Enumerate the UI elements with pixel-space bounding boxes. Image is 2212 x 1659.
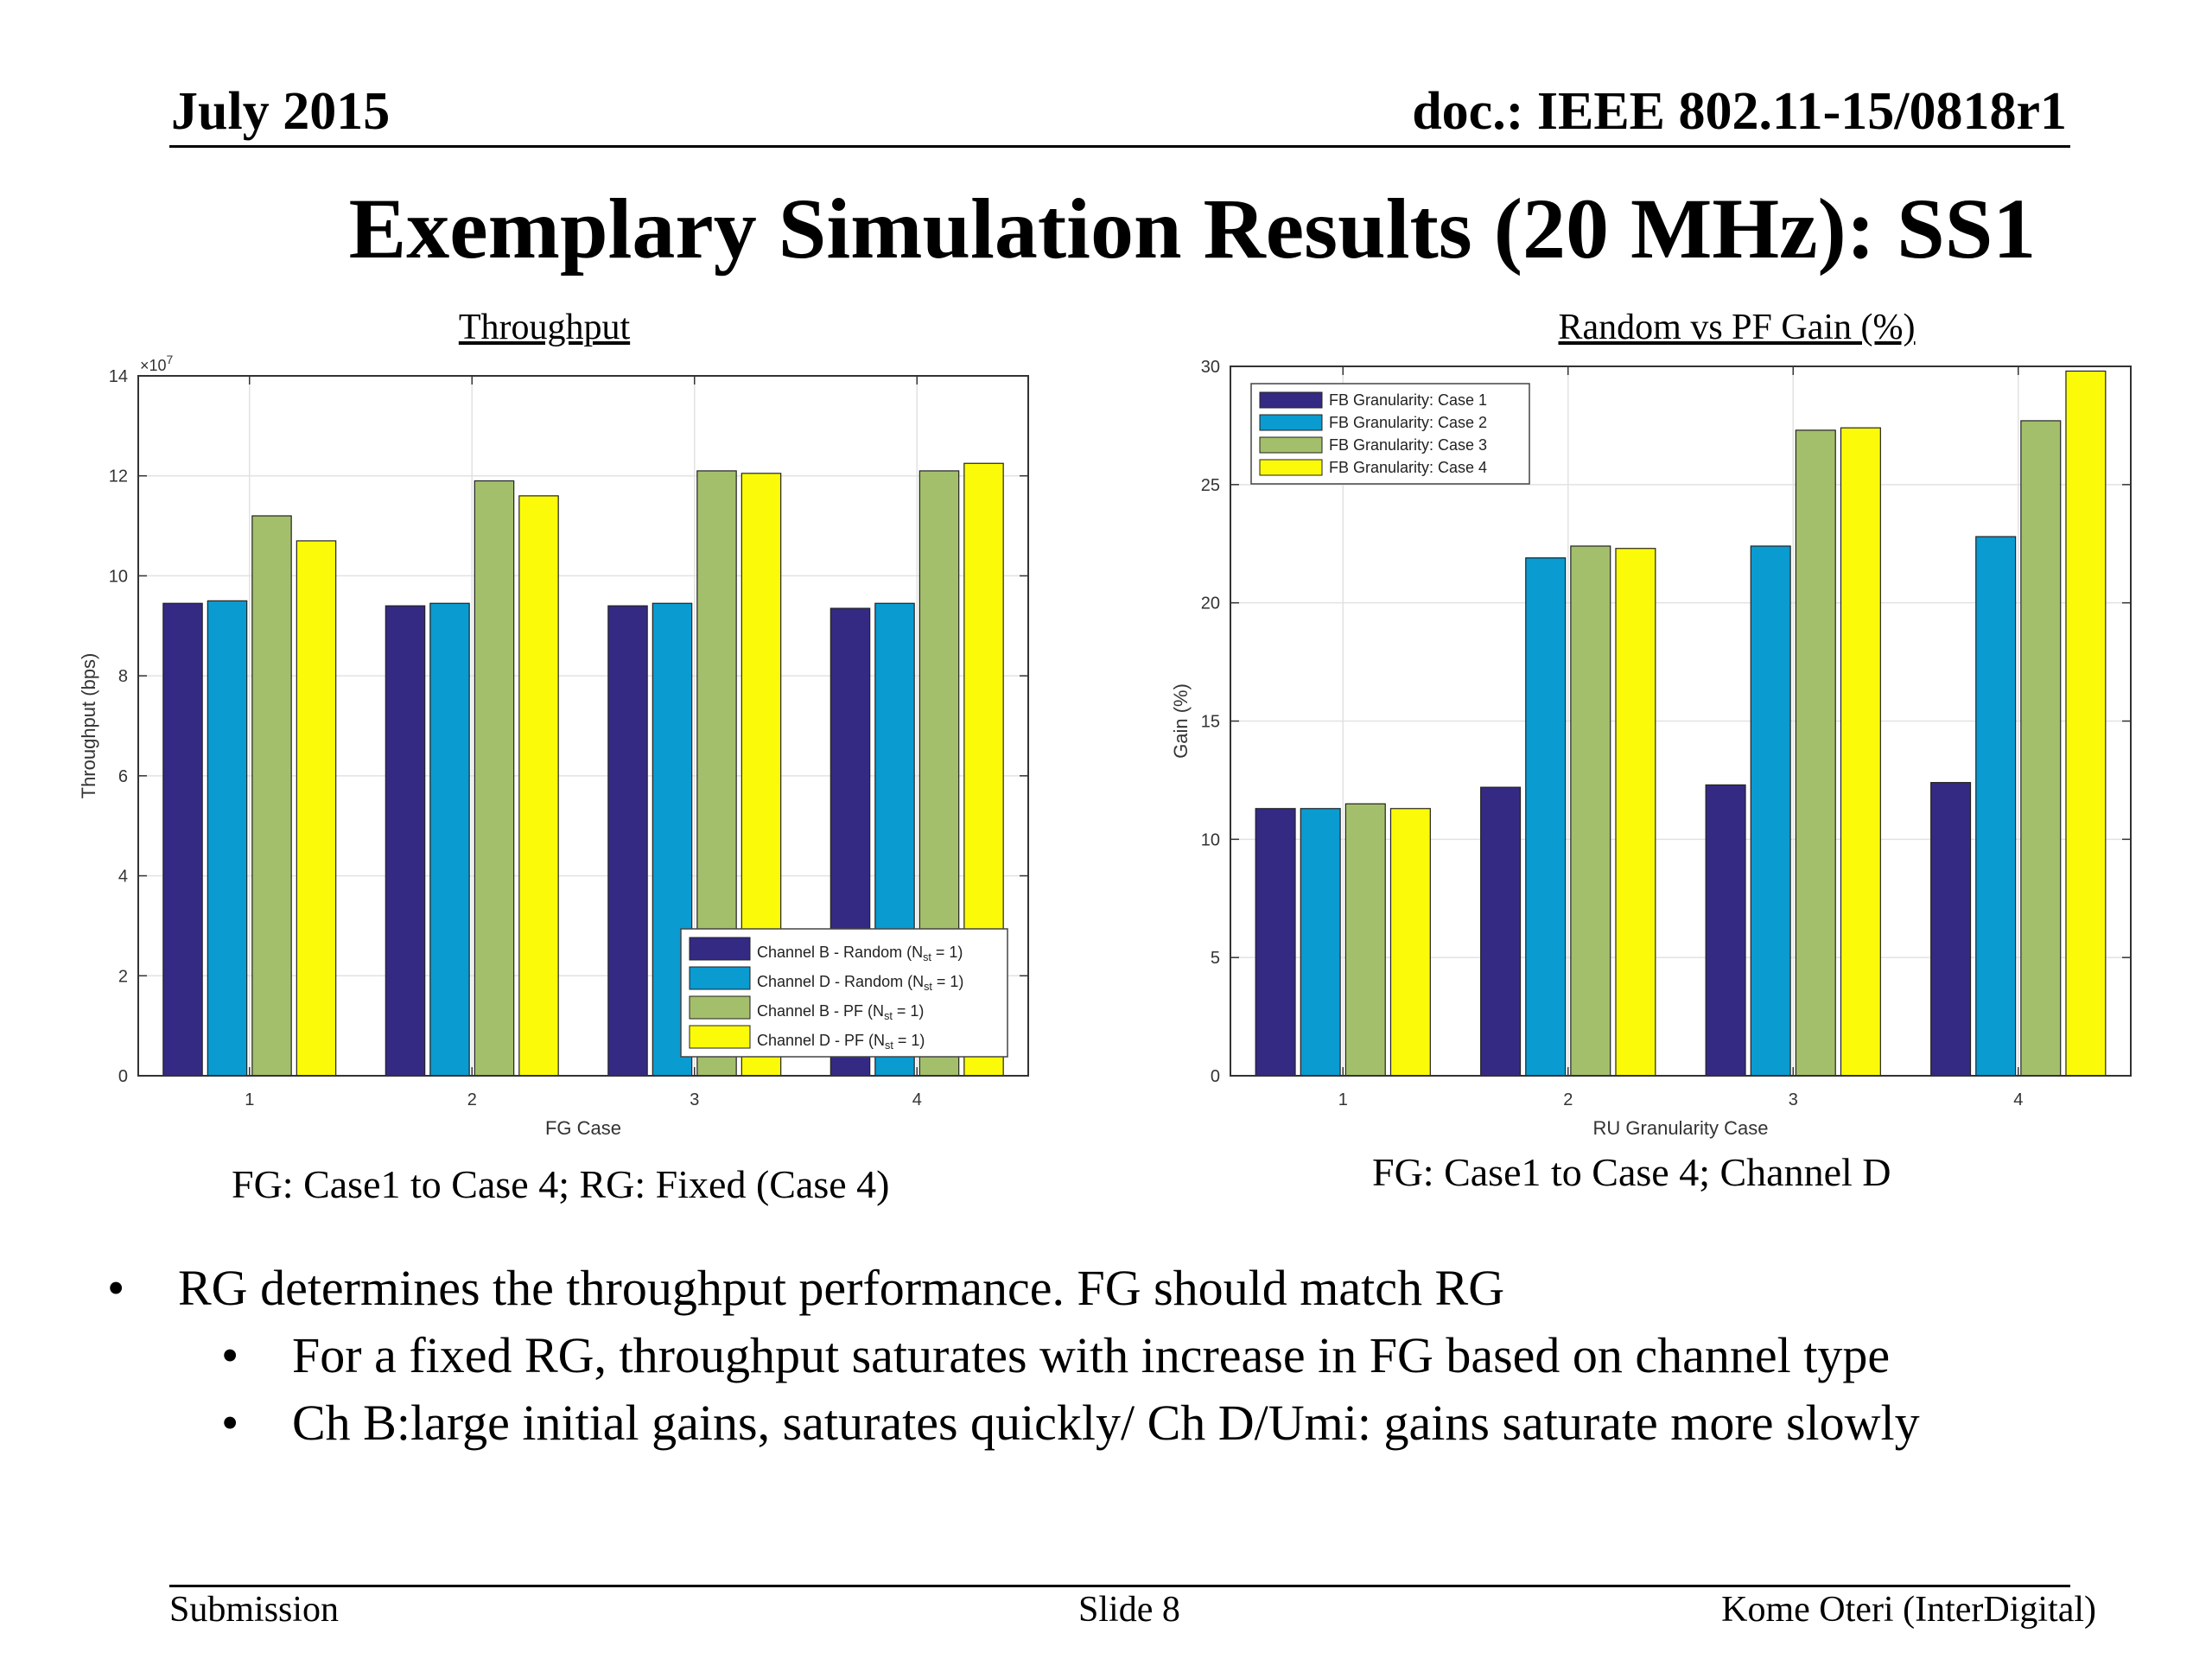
bar bbox=[385, 605, 426, 1077]
y-axis-exponent: ×107 bbox=[140, 353, 174, 374]
x-tick-label: 3 bbox=[1789, 1090, 1798, 1109]
bar bbox=[518, 495, 559, 1077]
y-axis-label: Gain (%) bbox=[1170, 683, 1192, 759]
legend-swatch bbox=[1259, 414, 1323, 431]
gain-chart: 0 5 10 15 20 25 30 1 2 3 4 RU Granularity Case Gain … bbox=[1170, 358, 2132, 1139]
y-tick-label: 30 bbox=[1201, 358, 1220, 377]
legend-swatch bbox=[689, 1025, 751, 1049]
x-axis-label: FG Case bbox=[545, 1117, 621, 1139]
x-tick-label: 2 bbox=[1563, 1090, 1573, 1109]
y-tick-label: 20 bbox=[1201, 594, 1220, 613]
header-rule bbox=[169, 145, 2070, 148]
right-chart-caption: FG: Case1 to Case 4; Channel D bbox=[1372, 1150, 1891, 1194]
y-tick-label: 12 bbox=[109, 467, 128, 486]
bar bbox=[607, 605, 648, 1077]
legend: FB Granularity: Case 1 FB Granularity: Ca… bbox=[1250, 383, 1530, 485]
legend-label: FB Granularity: Case 4 bbox=[1329, 459, 1487, 476]
footer-rule bbox=[169, 1585, 2070, 1587]
legend-label: Channel D - Random (Nst = 1) bbox=[757, 973, 963, 993]
bar bbox=[1300, 808, 1341, 1077]
bar bbox=[1930, 782, 1972, 1077]
legend-label: Channel B - PF (Nst = 1) bbox=[757, 1002, 924, 1022]
bullet-3: Ch B:large initial gains, saturates quic… bbox=[292, 1395, 1920, 1451]
footer-author: Kome Oteri (InterDigital) bbox=[1721, 1590, 2096, 1630]
legend-label: FB Granularity: Case 3 bbox=[1329, 436, 1487, 454]
x-tick-label: 2 bbox=[467, 1090, 477, 1109]
bar bbox=[1615, 548, 1656, 1077]
y-tick-label: 10 bbox=[1201, 830, 1220, 849]
plot-area-frame bbox=[1230, 365, 2132, 1077]
bar bbox=[429, 602, 470, 1077]
bar bbox=[474, 480, 515, 1077]
y-tick-label: 25 bbox=[1201, 476, 1220, 495]
legend-label: Channel D - PF (Nst = 1) bbox=[757, 1032, 925, 1052]
bullet-1: RG determines the throughput performance… bbox=[178, 1260, 1505, 1316]
bar bbox=[2065, 370, 2107, 1077]
bar bbox=[1344, 803, 1386, 1077]
y-tick-label: 5 bbox=[1211, 949, 1220, 968]
plot-area-frame bbox=[137, 375, 1029, 1077]
bar bbox=[296, 540, 337, 1077]
left-chart-caption: FG: Case1 to Case 4; RG: Fixed (Case 4) bbox=[232, 1162, 890, 1206]
legend-label: FB Granularity: Case 1 bbox=[1329, 391, 1487, 409]
y-tick-label: 14 bbox=[109, 367, 128, 386]
footer-submission: Submission bbox=[169, 1590, 340, 1630]
bullet-marker: • bbox=[221, 1327, 239, 1383]
legend-swatch bbox=[1259, 436, 1323, 454]
bullet-2: For a fixed RG, throughput saturates wit… bbox=[292, 1327, 1891, 1383]
legend-label: FB Granularity: Case 2 bbox=[1329, 414, 1487, 431]
y-tick-label: 4 bbox=[118, 868, 128, 887]
bar bbox=[162, 602, 203, 1077]
footer-slide-number: Slide 8 bbox=[1078, 1590, 1180, 1630]
y-tick-label: 8 bbox=[118, 667, 128, 686]
legend-swatch bbox=[1259, 459, 1323, 476]
x-tick-label: 1 bbox=[245, 1090, 254, 1109]
y-tick-label: 6 bbox=[118, 767, 128, 786]
bar bbox=[251, 515, 292, 1077]
bar bbox=[1840, 427, 1881, 1077]
bar bbox=[1705, 784, 1746, 1077]
y-tick-label: 15 bbox=[1201, 713, 1220, 732]
x-tick-label: 4 bbox=[912, 1090, 922, 1109]
y-tick-label: 2 bbox=[118, 967, 128, 986]
y-tick-label: 10 bbox=[109, 567, 128, 586]
bar bbox=[1255, 808, 1296, 1077]
y-tick-label: 0 bbox=[118, 1067, 128, 1086]
y-axis-label: Throughput (bps) bbox=[78, 653, 99, 799]
bullet-marker: • bbox=[221, 1395, 239, 1451]
bar bbox=[207, 600, 248, 1077]
bullet-marker: • bbox=[107, 1260, 125, 1316]
x-tick-label: 1 bbox=[1338, 1090, 1348, 1109]
y-tick-label: 0 bbox=[1211, 1067, 1220, 1086]
legend: Channel B - Random (Nst = 1) Channel D - … bbox=[680, 928, 1008, 1058]
slide-title: Exemplary Simulation Results (20 MHz): S… bbox=[348, 181, 2037, 276]
bar bbox=[1525, 557, 1567, 1077]
bar bbox=[1975, 536, 2017, 1077]
bar bbox=[1795, 429, 1836, 1077]
left-chart-heading: Throughput bbox=[458, 308, 631, 347]
bar bbox=[1480, 786, 1522, 1077]
legend-swatch bbox=[1259, 391, 1323, 409]
header-doc-id: doc.: IEEE 802.11-15/0818r1 bbox=[1412, 82, 2067, 141]
bar bbox=[1389, 808, 1431, 1077]
legend-swatch bbox=[689, 966, 751, 990]
bar bbox=[1750, 545, 1791, 1077]
x-tick-label: 3 bbox=[690, 1090, 699, 1109]
header-date: July 2015 bbox=[171, 82, 391, 141]
right-chart-heading: Random vs PF Gain (%) bbox=[1558, 308, 1916, 347]
x-axis-label: RU Granularity Case bbox=[1593, 1117, 1769, 1139]
bar bbox=[2020, 420, 2062, 1077]
legend-label: Channel B - Random (Nst = 1) bbox=[757, 944, 963, 963]
bar bbox=[1570, 545, 1611, 1077]
legend-swatch bbox=[689, 995, 751, 1020]
legend-swatch bbox=[689, 937, 751, 961]
x-tick-label: 4 bbox=[2013, 1090, 2023, 1109]
